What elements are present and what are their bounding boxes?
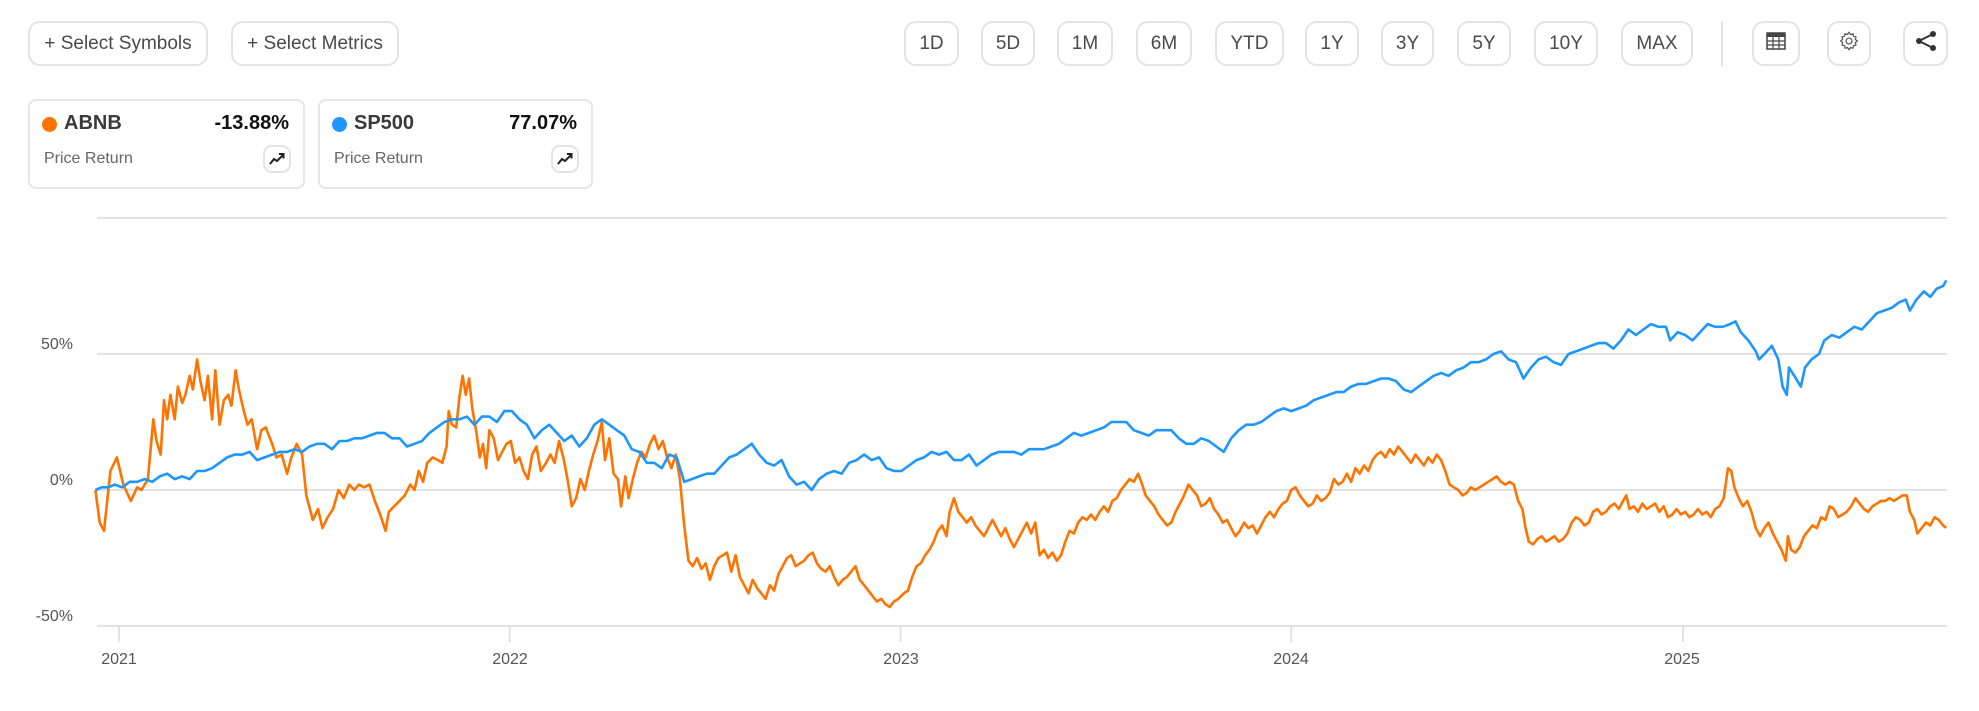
series-line-abnb — [94, 358, 1948, 609]
y-axis-label: -50% — [35, 608, 73, 625]
trend-chart-button[interactable] — [263, 145, 291, 173]
range-label: 5Y — [1472, 32, 1496, 54]
x-axis-ticks — [118, 626, 1684, 642]
x-axis-label: 2021 — [101, 651, 137, 668]
range-label: MAX — [1636, 32, 1678, 54]
chart-series — [94, 279, 1948, 609]
range-5d-button[interactable]: 5D — [981, 21, 1035, 66]
y-axis-label: 50% — [40, 336, 73, 353]
range-1d-button[interactable]: 1D — [904, 21, 959, 66]
table-view-button[interactable] — [1752, 21, 1800, 66]
trending-up-icon — [557, 153, 573, 165]
range-3y-button[interactable]: 3Y — [1381, 21, 1434, 66]
share-button[interactable] — [1903, 21, 1948, 66]
toolbar-divider — [1721, 21, 1723, 66]
x-axis-label: 2025 — [1664, 651, 1700, 668]
table-icon — [1766, 31, 1786, 56]
x-axis-label: 2022 — [492, 651, 528, 668]
legend-card-sp500[interactable]: SP500 77.07% Price Return — [318, 99, 593, 189]
x-axis-label: 2024 — [1273, 651, 1309, 668]
range-label: 5D — [995, 32, 1021, 54]
range-1m-button[interactable]: 1M — [1057, 21, 1113, 66]
gear-icon — [1838, 30, 1860, 58]
y-axis-label: 0% — [49, 472, 73, 489]
range-5y-button[interactable]: 5Y — [1457, 21, 1511, 66]
series-return-value: -13.88% — [214, 112, 290, 134]
range-label: 3Y — [1395, 32, 1420, 54]
range-label: YTD — [1230, 32, 1269, 54]
select-symbols-label: + Select Symbols — [44, 32, 192, 54]
range-ytd-button[interactable]: YTD — [1215, 21, 1284, 66]
series-metric: Price Return — [334, 150, 423, 167]
series-metric: Price Return — [44, 150, 133, 167]
range-label: 10Y — [1549, 32, 1583, 54]
share-icon — [1914, 29, 1938, 59]
series-symbol: ABNB — [64, 112, 122, 134]
series-color-dot — [42, 117, 57, 132]
series-color-dot — [332, 117, 347, 132]
series-return-value: 77.07% — [509, 112, 577, 134]
range-max-button[interactable]: MAX — [1621, 21, 1693, 66]
series-symbol: SP500 — [354, 112, 415, 134]
range-10y-button[interactable]: 10Y — [1534, 21, 1598, 66]
range-label: 1Y — [1320, 32, 1344, 54]
range-label: 1D — [919, 32, 944, 54]
range-label: 6M — [1150, 32, 1178, 54]
range-label: 1M — [1071, 32, 1099, 54]
trending-up-icon — [269, 153, 285, 165]
series-line-sp500 — [94, 279, 1948, 492]
trend-chart-button[interactable] — [551, 145, 579, 173]
x-axis-label: 2023 — [883, 651, 919, 668]
range-1y-button[interactable]: 1Y — [1305, 21, 1359, 66]
legend-card-abnb[interactable]: ABNB -13.88% Price Return — [28, 99, 305, 189]
select-metrics-label: + Select Metrics — [247, 32, 383, 54]
settings-button[interactable] — [1827, 21, 1871, 66]
select-symbols-button[interactable]: + Select Symbols — [28, 21, 208, 66]
chart-gridlines — [97, 217, 1947, 627]
range-6m-button[interactable]: 6M — [1136, 21, 1192, 66]
select-metrics-button[interactable]: + Select Metrics — [231, 21, 399, 66]
